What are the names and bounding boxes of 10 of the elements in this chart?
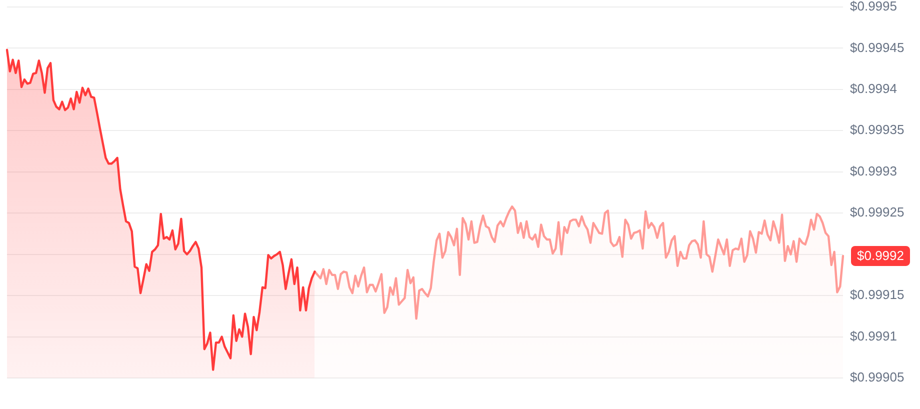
y-tick-label: $0.9991 bbox=[850, 328, 897, 344]
y-tick-label: $0.99945 bbox=[850, 40, 904, 55]
y-tick-label: $0.99925 bbox=[850, 204, 904, 220]
y-tick-label: $0.99935 bbox=[850, 122, 904, 138]
y-tick-label: $0.99915 bbox=[850, 287, 904, 302]
y-tick-label: $0.9994 bbox=[850, 81, 897, 96]
y-tick-label: $0.9995 bbox=[850, 0, 897, 14]
y-tick-label: $0.9993 bbox=[850, 163, 897, 178]
y-tick-label: $0.99905 bbox=[850, 370, 904, 385]
text: $0.9992 bbox=[857, 248, 904, 264]
